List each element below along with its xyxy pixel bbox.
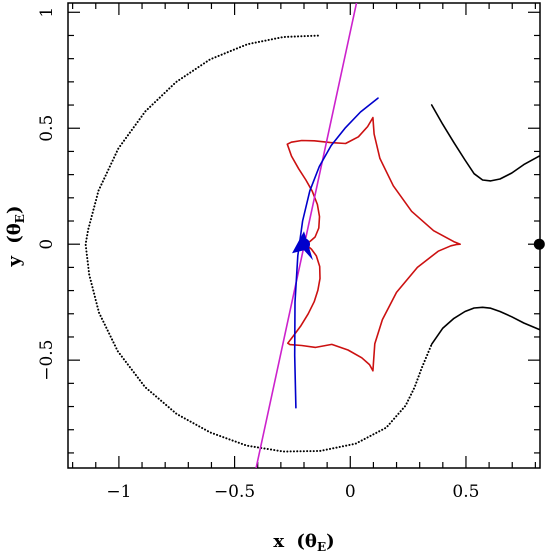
y-tick-label: 1 (37, 7, 57, 18)
y-tick-label: 0 (37, 239, 57, 250)
x-axis-label-paren-close: ) (326, 531, 335, 552)
y-axis-label-symbol: θ (4, 223, 25, 235)
critical-curve-lower-line (430, 306, 540, 345)
x-axis-label-symbol: θ (305, 531, 317, 552)
x-tick-label: 0 (345, 482, 356, 502)
y-tick-label: −0.5 (37, 340, 57, 381)
x-axis-label-subscript: E (317, 540, 326, 554)
tick-labels: −1 −0.5 0 0.5 −0.5 0 0.5 1 (37, 7, 479, 502)
series-layer (84, 3, 540, 468)
source-position-marker (298, 238, 310, 251)
caustic-line (286, 116, 461, 372)
source-trajectory-line (293, 97, 379, 409)
y-axis-label-paren-open: ( (4, 235, 25, 244)
critical-curve-upper-line (430, 104, 540, 182)
lens-mass-marker (533, 238, 545, 250)
x-axis-label-main: x (273, 531, 284, 552)
x-tick-label: −1 (106, 482, 131, 502)
x-axis-label: x (θE) (273, 531, 334, 554)
tick-marks (68, 3, 540, 468)
y-axis-label-paren-close: ) (4, 206, 25, 215)
y-axis-label: y (θE) (4, 206, 27, 268)
y-tick-label: 0.5 (37, 115, 57, 142)
straight-trajectory-line (255, 3, 358, 468)
y-axis-label-main: y (4, 255, 25, 267)
x-tick-label: −0.5 (214, 482, 255, 502)
x-tick-label: 0.5 (452, 482, 479, 502)
x-axis-label-paren-open: ( (296, 531, 305, 552)
y-axis-label-subscript: E (13, 214, 27, 223)
critical-curve-dotted-line (84, 34, 433, 453)
